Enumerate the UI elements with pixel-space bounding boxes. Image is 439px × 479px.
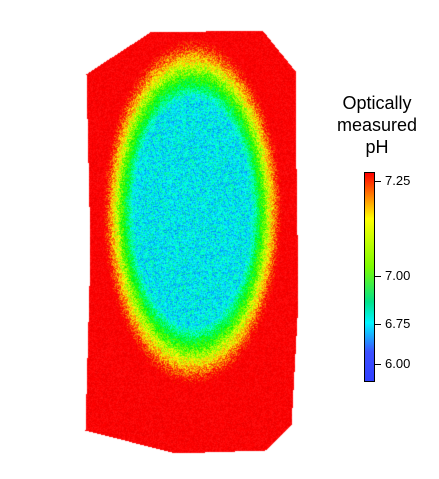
colorbar-tick-label: 7.00 [385,268,411,283]
colorbar [364,172,375,382]
colorbar-tick-mark [375,181,381,182]
colorbar-title-line-1: Optically [342,93,412,113]
colorbar-tick-mark [375,276,381,277]
colorbar-title-line-2: measured [336,115,418,135]
colorbar-tick-label: 7.25 [385,173,411,188]
colorbar-tick-mark [375,324,381,325]
colorbar-title: Optically measured pH [322,92,432,158]
colorbar-title-line-3: pH [365,137,389,157]
colorbar-tick-label: 6.75 [385,316,411,331]
colorbar-tick-mark [375,364,381,365]
colorbar-tick-label: 6.00 [385,356,411,371]
